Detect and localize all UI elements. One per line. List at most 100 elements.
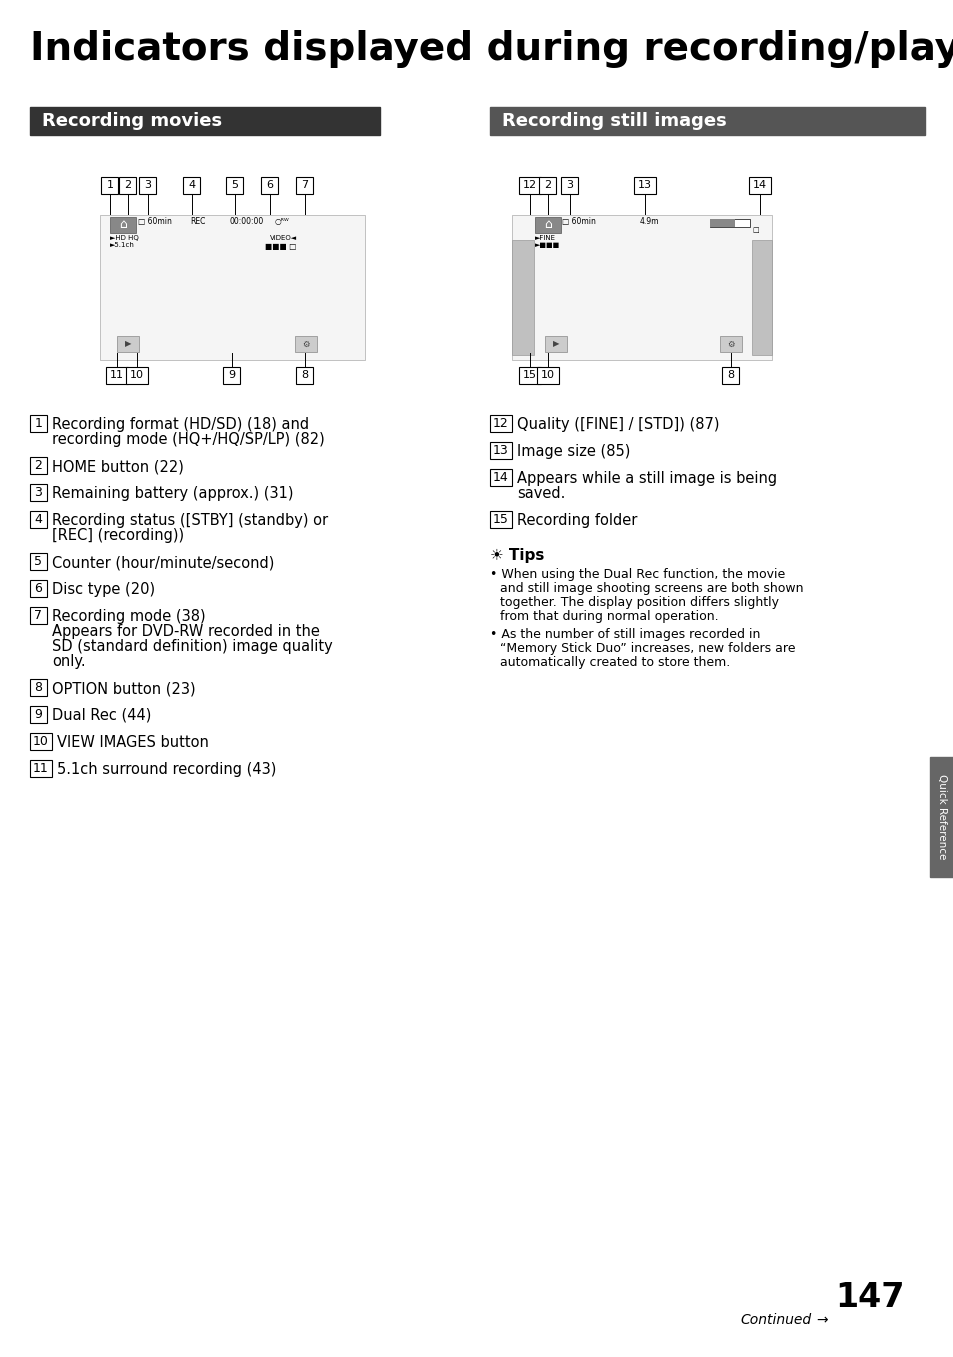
Text: ⌂: ⌂	[119, 218, 127, 232]
Text: ▶: ▶	[552, 339, 558, 349]
Bar	[535, 217, 560, 233]
Bar	[490, 470, 512, 486]
Text: Quick Reference: Quick Reference	[936, 775, 946, 860]
Text: 14: 14	[752, 180, 766, 190]
Text: ○ᴿᵂ: ○ᴿᵂ	[274, 217, 290, 227]
Text: ☀️ Tips: ☀️ Tips	[490, 548, 544, 563]
Text: 6: 6	[266, 180, 274, 190]
Text: □ 60min: □ 60min	[561, 217, 596, 227]
Bar	[119, 176, 136, 194]
Text: ■■■ □: ■■■ □	[265, 242, 296, 251]
Bar	[30, 760, 52, 778]
Text: Appears while a still image is being: Appears while a still image is being	[517, 471, 777, 486]
Bar	[294, 337, 316, 351]
Bar	[261, 176, 278, 194]
Text: Dual Rec (44): Dual Rec (44)	[52, 708, 152, 723]
Bar	[561, 176, 578, 194]
Text: 10: 10	[540, 370, 555, 380]
Text: 2: 2	[124, 180, 132, 190]
Bar	[223, 366, 240, 384]
Text: Recording format (HD/SD) (18) and: Recording format (HD/SD) (18) and	[52, 417, 309, 432]
Text: “Memory Stick Duo” increases, new folders are: “Memory Stick Duo” increases, new folder…	[499, 642, 795, 655]
Text: 9: 9	[34, 708, 42, 721]
Bar	[100, 214, 365, 360]
Text: HOME button (22): HOME button (22)	[52, 459, 184, 474]
Bar	[518, 176, 540, 194]
Text: 11: 11	[33, 763, 49, 775]
Text: ⚙: ⚙	[302, 339, 310, 349]
Text: 13: 13	[493, 444, 508, 457]
Text: 1: 1	[34, 417, 42, 430]
Bar	[30, 607, 47, 624]
Text: Recording status ([STBY] (standby) or: Recording status ([STBY] (standby) or	[52, 513, 328, 528]
Text: 8: 8	[727, 370, 734, 380]
Text: automatically created to store them.: automatically created to store them.	[499, 655, 729, 669]
Text: 9: 9	[228, 370, 235, 380]
Text: 2: 2	[34, 459, 42, 472]
Text: REC: REC	[190, 217, 205, 227]
Text: SD (standard definition) image quality: SD (standard definition) image quality	[52, 639, 333, 654]
Bar	[296, 366, 314, 384]
Bar	[30, 733, 52, 750]
Text: Recording folder: Recording folder	[517, 513, 637, 528]
Text: 6: 6	[34, 582, 42, 594]
Bar	[518, 366, 540, 384]
Bar	[748, 176, 770, 194]
Text: • When using the Dual Rec function, the movie: • When using the Dual Rec function, the …	[490, 569, 784, 581]
Text: OPTION button (23): OPTION button (23)	[52, 681, 195, 696]
Bar	[709, 218, 749, 227]
Text: ►FINE: ►FINE	[535, 235, 556, 242]
Text: 10: 10	[130, 370, 144, 380]
Text: 8: 8	[301, 370, 308, 380]
Text: Counter (hour/minute/second): Counter (hour/minute/second)	[52, 555, 274, 570]
Bar	[30, 107, 379, 134]
Text: 7: 7	[34, 609, 43, 622]
Text: 5: 5	[232, 180, 238, 190]
Text: 2: 2	[544, 180, 551, 190]
Text: Recording still images: Recording still images	[501, 113, 726, 130]
Bar	[512, 240, 534, 356]
Text: □: □	[751, 227, 758, 233]
Text: 8: 8	[34, 681, 43, 693]
Text: ►HD HQ: ►HD HQ	[110, 235, 138, 242]
Text: Recording movies: Recording movies	[42, 113, 222, 130]
Text: 4: 4	[34, 513, 42, 527]
Bar	[490, 512, 512, 528]
Text: 147: 147	[834, 1281, 903, 1314]
Bar	[126, 366, 148, 384]
Text: Continued: Continued	[740, 1314, 810, 1327]
Bar	[183, 176, 200, 194]
Text: 4: 4	[189, 180, 195, 190]
Bar	[720, 337, 741, 351]
Text: Quality ([FINE] / [STD]) (87): Quality ([FINE] / [STD]) (87)	[517, 417, 719, 432]
Text: Appears for DVD-RW recorded in the: Appears for DVD-RW recorded in the	[52, 624, 319, 639]
Bar	[226, 176, 243, 194]
Bar	[30, 706, 47, 723]
Text: 10: 10	[33, 735, 49, 748]
Text: ⌂: ⌂	[543, 218, 552, 232]
Text: and still image shooting screens are both shown: and still image shooting screens are bot…	[499, 582, 802, 594]
Bar	[634, 176, 656, 194]
Bar	[106, 366, 128, 384]
Text: [REC] (recording)): [REC] (recording))	[52, 528, 184, 543]
Text: 12: 12	[522, 180, 537, 190]
Text: 13: 13	[638, 180, 651, 190]
Text: 1: 1	[107, 180, 113, 190]
Bar	[721, 366, 739, 384]
Text: Remaining battery (approx.) (31): Remaining battery (approx.) (31)	[52, 486, 294, 501]
Text: 7: 7	[301, 180, 308, 190]
Text: 3: 3	[144, 180, 152, 190]
Bar	[490, 442, 512, 459]
Bar	[30, 554, 47, 570]
Text: 12: 12	[493, 417, 508, 430]
Text: 4.9m: 4.9m	[639, 217, 659, 227]
Bar	[539, 176, 556, 194]
Bar	[490, 107, 924, 134]
Text: 11: 11	[110, 370, 124, 380]
Text: • As the number of still images recorded in: • As the number of still images recorded…	[490, 628, 760, 641]
Bar	[296, 176, 314, 194]
Bar	[30, 484, 47, 501]
Text: recording mode (HQ+/HQ/SP/LP) (82): recording mode (HQ+/HQ/SP/LP) (82)	[52, 432, 324, 446]
Text: Recording mode (38): Recording mode (38)	[52, 609, 206, 624]
Text: ▶: ▶	[125, 339, 132, 349]
